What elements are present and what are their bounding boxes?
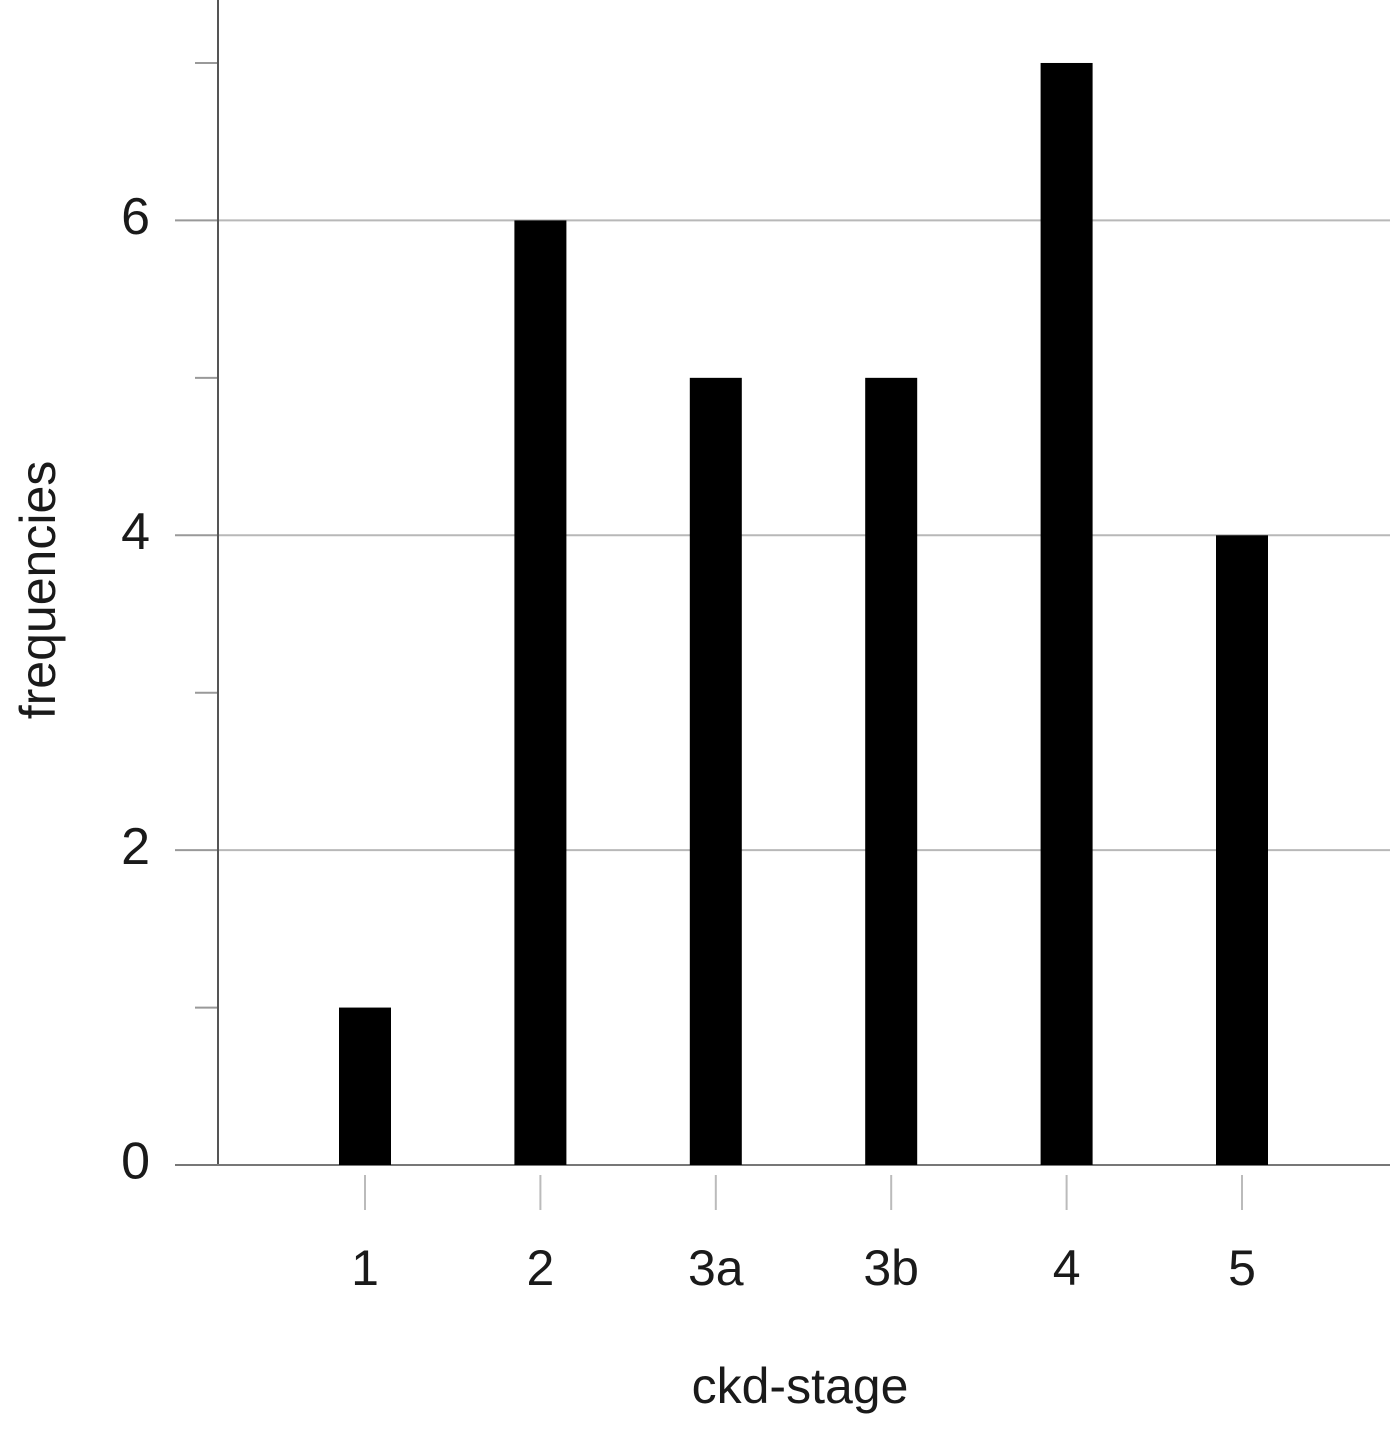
x-axis-label: ckd-stage xyxy=(692,1358,909,1414)
bar xyxy=(689,377,742,1165)
y-tick-label: 4 xyxy=(121,503,150,561)
x-tick-label: 2 xyxy=(526,1240,554,1296)
x-tick-label: 1 xyxy=(351,1240,379,1296)
bar xyxy=(514,220,567,1166)
y-tick-label: 2 xyxy=(121,818,150,876)
bar xyxy=(1040,62,1093,1165)
y-tick-label: 6 xyxy=(121,188,150,246)
bar xyxy=(1216,535,1268,1165)
x-tick-label: 5 xyxy=(1228,1240,1256,1296)
x-tick-label: 3b xyxy=(863,1240,919,1296)
bar xyxy=(339,1007,391,1165)
x-tick-label: 4 xyxy=(1053,1240,1081,1296)
y-tick-label: 0 xyxy=(121,1133,150,1191)
y-axis-label: frequencies xyxy=(10,461,66,720)
bar xyxy=(865,377,918,1165)
x-tick-label: 3a xyxy=(688,1240,744,1296)
